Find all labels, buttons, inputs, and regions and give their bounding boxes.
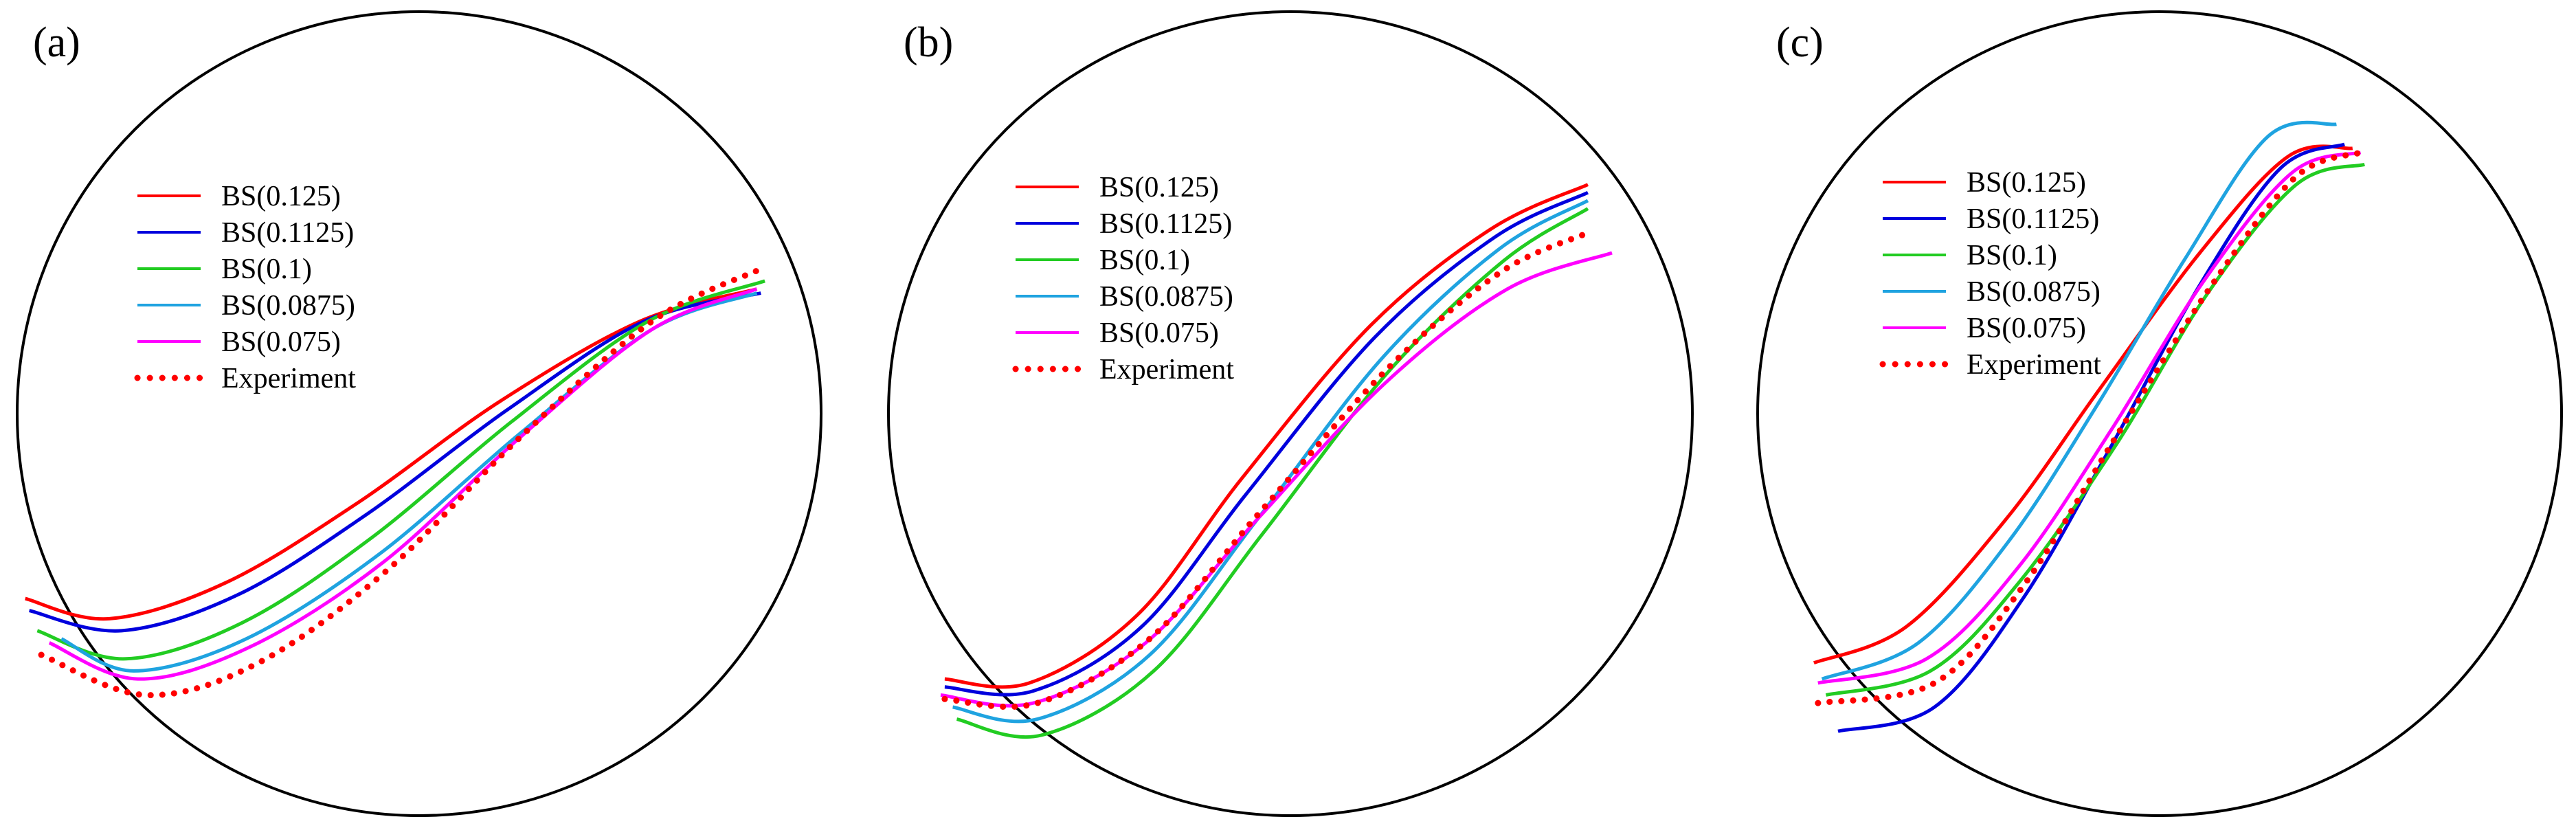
- legend-label-bs-0-125: BS(0.125): [1967, 167, 2086, 199]
- series-line-bs-0-1125: [29, 291, 761, 633]
- legend-label-bs-0-1125: BS(0.1125): [1099, 208, 1232, 240]
- panel-label: (a): [33, 19, 80, 66]
- series-line-experiment: [38, 265, 764, 699]
- legend-label-experiment: Experiment: [1099, 354, 1234, 385]
- series-line-bs-0-0875: [1821, 120, 2337, 681]
- series-line-bs-0-125: [1813, 144, 2353, 665]
- series-line-bs-0-1: [956, 207, 1589, 739]
- legend-label-bs-0-1: BS(0.1): [1099, 245, 1190, 276]
- series-line-bs-0-125: [25, 287, 758, 621]
- legend-label-bs-0-0875: BS(0.0875): [221, 290, 355, 322]
- panel-c: (c)BS(0.125)BS(0.1125)BS(0.1)BS(0.0875)B…: [1756, 10, 2563, 817]
- boundary-circle: [887, 10, 1694, 817]
- legend-label-bs-0-075: BS(0.075): [1967, 313, 2086, 344]
- series-line-bs-0-075: [1817, 150, 2362, 685]
- legend-label-bs-0-125: BS(0.125): [221, 181, 341, 212]
- legend: BS(0.125) BS(0.1125) BS(0.1) BS(0.0875) BS(0…: [1012, 172, 1234, 385]
- legend-label-bs-0-1: BS(0.1): [221, 254, 312, 285]
- legend-label-bs-0-075: BS(0.075): [221, 326, 341, 358]
- series-line-bs-0-1: [1825, 162, 2366, 697]
- legend-label-bs-0-0875: BS(0.0875): [1967, 276, 2101, 308]
- legend-label-bs-0-125: BS(0.125): [1099, 172, 1219, 203]
- legend-label-bs-0-1: BS(0.1): [1967, 240, 2057, 271]
- series-line-bs-0-1125: [1837, 142, 2345, 733]
- legend-label-experiment: Experiment: [221, 363, 356, 394]
- legend-label-bs-0-075: BS(0.075): [1099, 317, 1219, 349]
- boundary-circle: [1756, 10, 2563, 817]
- panel-b: (b)BS(0.125)BS(0.1125)BS(0.1)BS(0.0875)B…: [887, 10, 1694, 817]
- series-line-bs-0-1: [36, 279, 765, 661]
- series-line-bs-0-075: [48, 287, 758, 681]
- series-line-bs-0-075: [940, 251, 1613, 708]
- boundary-circle: [16, 10, 822, 817]
- panel-label: (c): [1776, 19, 1824, 66]
- legend-label-bs-0-1125: BS(0.1125): [221, 217, 354, 249]
- panel-label: (b): [904, 19, 953, 66]
- series-line-bs-0-1125: [944, 191, 1589, 697]
- series-line-experiment: [1815, 149, 2364, 706]
- legend-label-bs-0-1125: BS(0.1125): [1967, 203, 2099, 235]
- series-line-bs-0-125: [944, 183, 1589, 689]
- panel-a: (a)BS(0.125)BS(0.1125)BS(0.1)BS(0.0875)B…: [16, 10, 822, 817]
- legend-label-experiment: Experiment: [1967, 349, 2101, 381]
- legend: BS(0.125) BS(0.1125) BS(0.1) BS(0.0875) BS(0…: [1879, 167, 2101, 381]
- series-line-experiment: [941, 230, 1591, 710]
- legend-label-bs-0-0875: BS(0.0875): [1099, 281, 1233, 313]
- legend: BS(0.125) BS(0.1125) BS(0.1) BS(0.0875) BS(0…: [134, 181, 356, 394]
